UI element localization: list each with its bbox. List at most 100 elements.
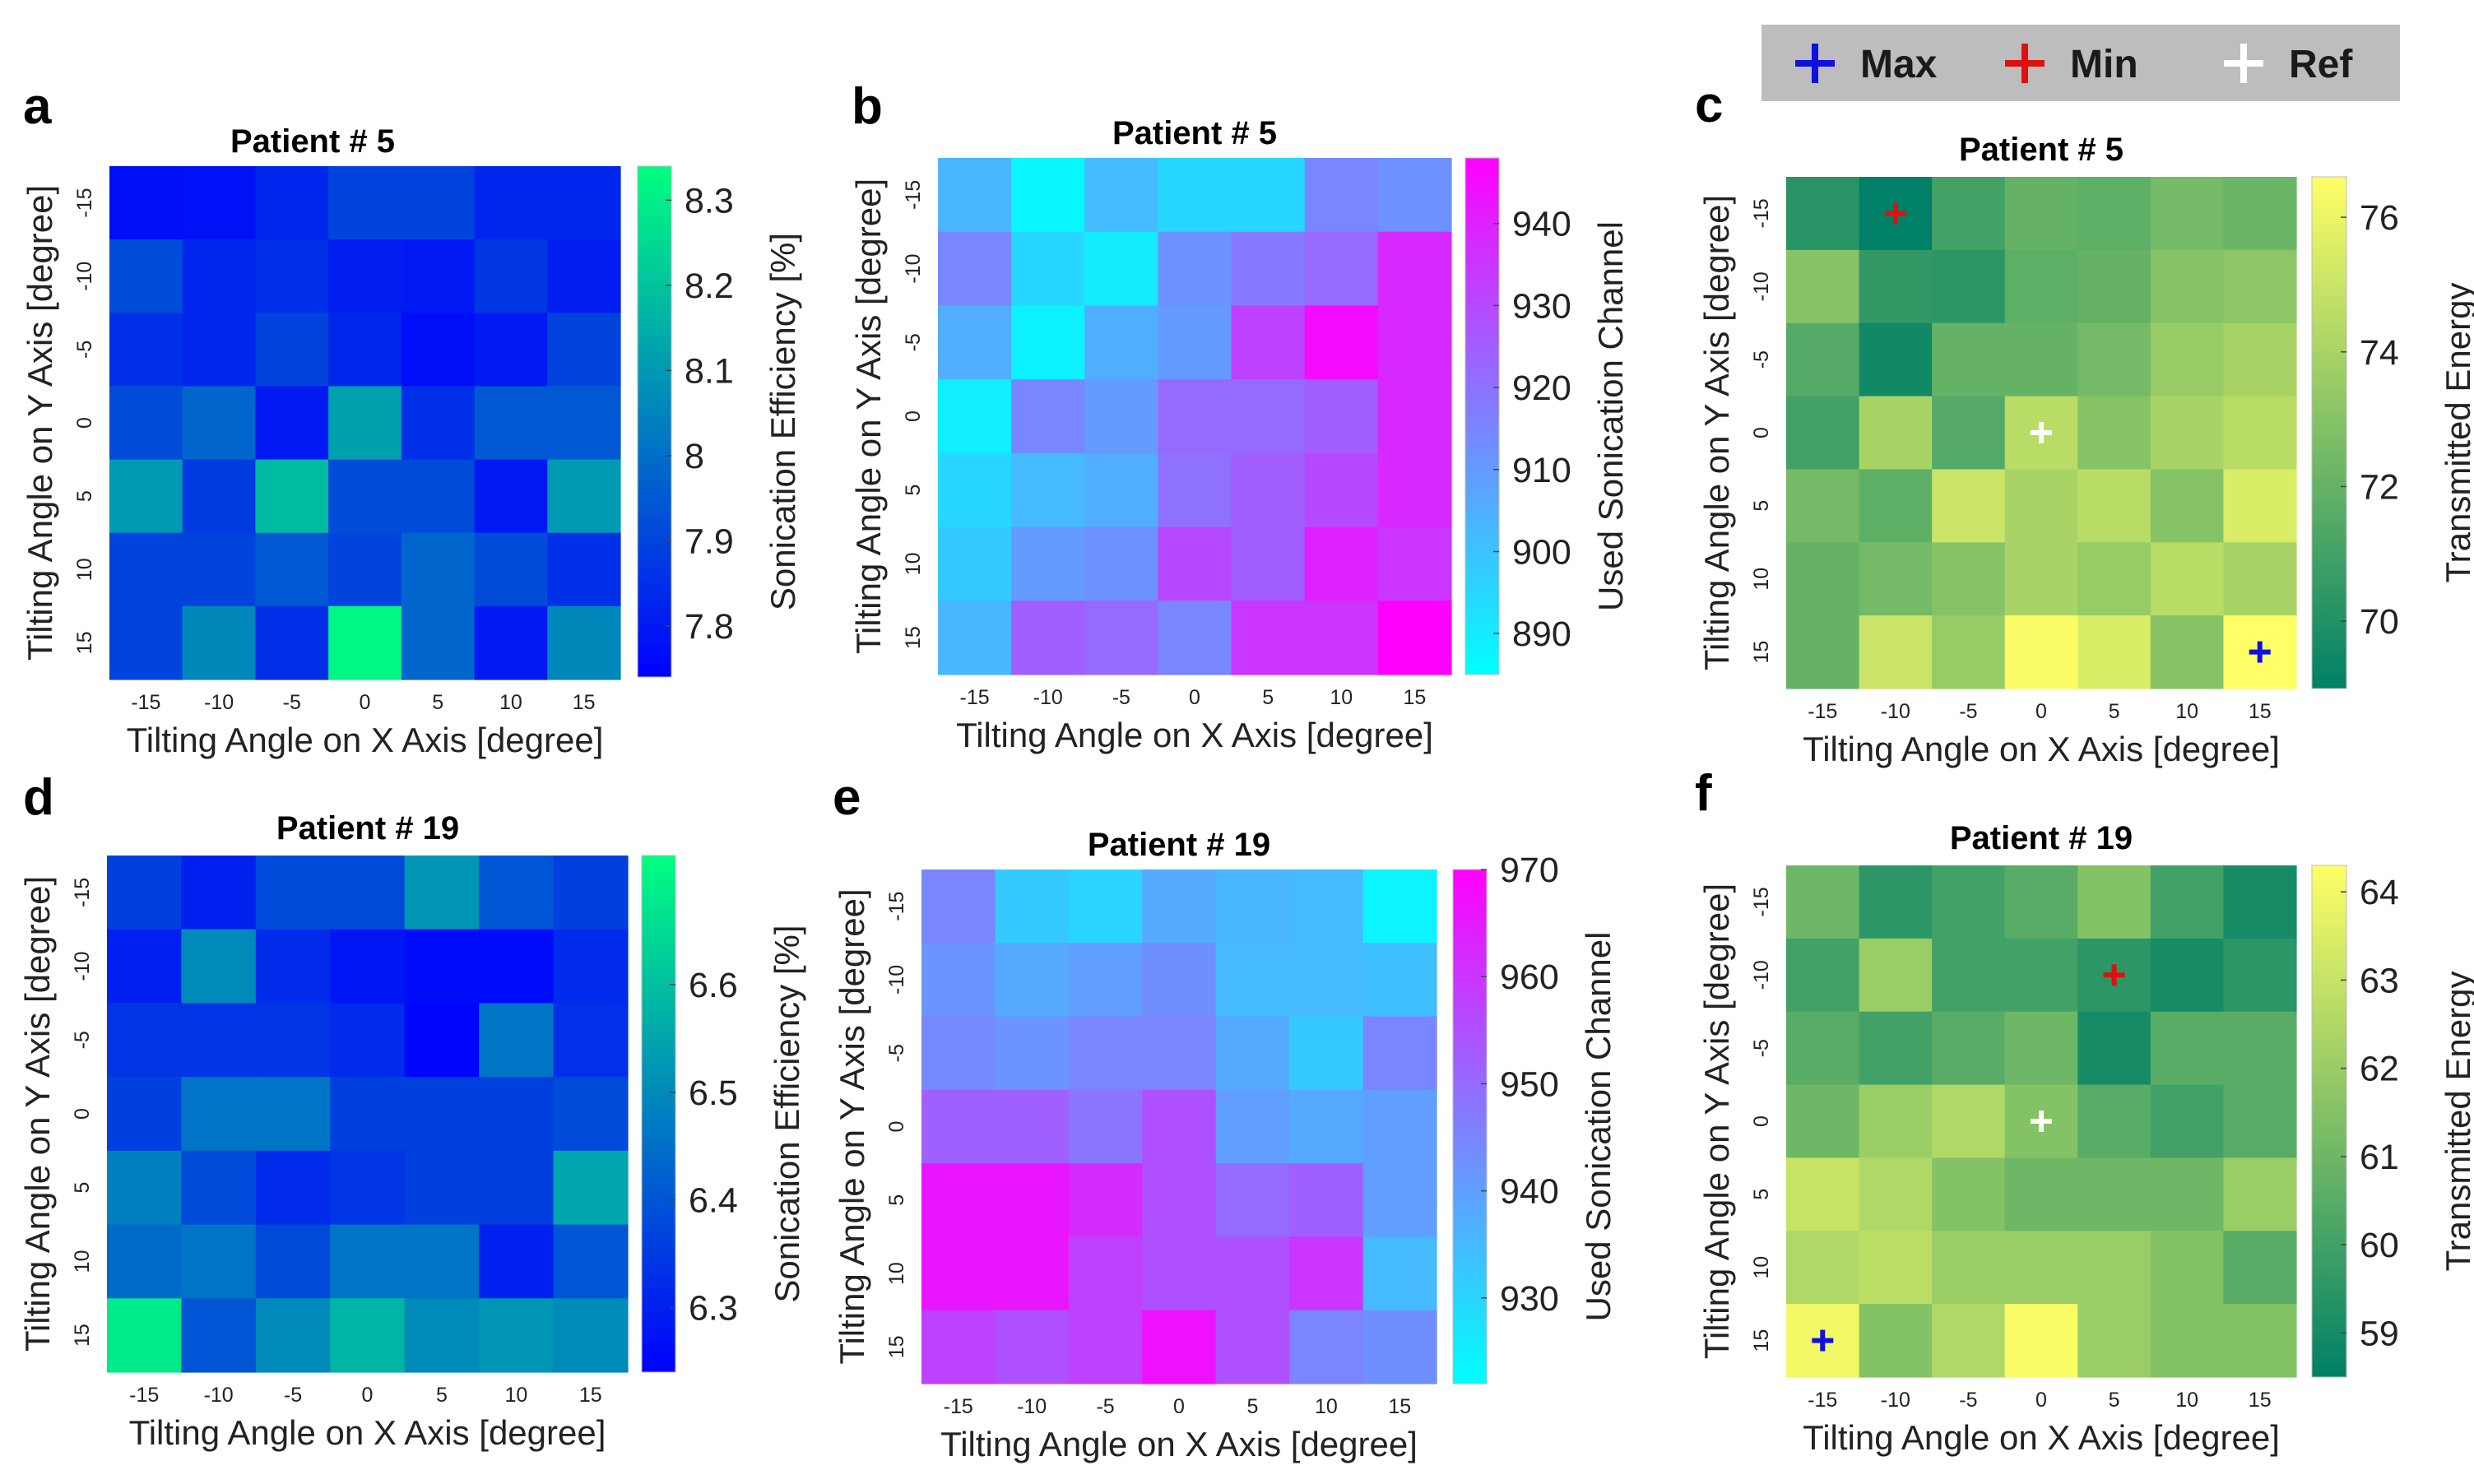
- heatmap-cell: [1068, 1089, 1143, 1164]
- heatmap-cell: [2004, 865, 2078, 939]
- y-tick-label: 15: [71, 1324, 94, 1347]
- heatmap-cell: [1304, 305, 1379, 380]
- x-tick-label: 15: [1404, 686, 1427, 709]
- chart-title: Patient # 5: [1112, 115, 1277, 151]
- heatmap-cell: [1142, 1310, 1217, 1384]
- heatmap-cell: [1859, 396, 1933, 471]
- y-tick-label: 0: [71, 1108, 94, 1120]
- heatmap-cell: [474, 239, 548, 313]
- heatmap-cell: [553, 929, 629, 1004]
- legend-box: [1762, 25, 2400, 101]
- heatmap-cell: [921, 1163, 996, 1238]
- y-tick-label: 0: [73, 417, 96, 429]
- heatmap-cell: [1304, 379, 1379, 454]
- heatmap-cell: [2077, 177, 2151, 251]
- y-tick-label: -10: [1750, 271, 1773, 301]
- heatmap-cell: [404, 1150, 480, 1226]
- heatmap-cell: [1084, 379, 1159, 454]
- heatmap-cell: [995, 1310, 1070, 1384]
- heatmap-cell: [1068, 943, 1143, 1018]
- colorbar-label: Sonication Efficiency [%]: [764, 233, 802, 610]
- heatmap-cell: [1377, 526, 1452, 601]
- heatmap-cell: [479, 1003, 555, 1078]
- heatmap-cell: [1215, 1310, 1290, 1384]
- heatmap-cell: [328, 166, 402, 240]
- x-tick-label: -15: [131, 691, 160, 714]
- colorbar-tick-label: 900: [1512, 532, 1571, 572]
- y-tick-label: 0: [1750, 1115, 1773, 1127]
- heatmap-cell: [2004, 249, 2078, 324]
- heatmap-cell: [181, 1224, 257, 1299]
- heatmap-cell: [404, 1077, 480, 1152]
- heatmap-cell: [1084, 601, 1159, 675]
- heatmap-cell: [921, 943, 996, 1018]
- heatmap-cell: [2223, 322, 2297, 397]
- heatmap-cell: [255, 1298, 331, 1373]
- heatmap-cell: [1011, 601, 1085, 675]
- y-tick-label: 5: [71, 1182, 94, 1194]
- heatmap-cell: [1304, 158, 1379, 233]
- heatmap-cell: [109, 459, 183, 534]
- x-tick-label: 0: [2035, 1389, 2047, 1412]
- heatmap-cell: [2077, 865, 2151, 939]
- heatmap-cells: [1786, 865, 2297, 1378]
- heatmap-cell: [547, 313, 621, 387]
- heatmap-cell: [1289, 1089, 1364, 1164]
- colorbar-tick-label: 920: [1512, 369, 1571, 408]
- heatmap-cell: [1011, 305, 1085, 380]
- heatmap-cell: [107, 1224, 183, 1299]
- heatmap-cell: [2004, 938, 2078, 1013]
- heatmap-cell: [479, 1150, 555, 1226]
- x-tick-label: 15: [2249, 700, 2272, 723]
- colorbar-tick-label: 63: [2360, 961, 2399, 1000]
- heatmap-cell: [2004, 322, 2078, 397]
- heatmap-cell: [255, 1150, 331, 1226]
- heatmap-cell: [1932, 1084, 2006, 1159]
- heatmap-cell: [1377, 452, 1452, 528]
- heatmap-cell: [1304, 526, 1379, 601]
- heatmap-cell: [401, 386, 476, 461]
- marker-max: [1812, 1329, 1834, 1352]
- heatmap-cell: [1859, 1084, 1933, 1159]
- x-tick-label: 10: [1330, 686, 1353, 709]
- heatmap-cell: [547, 459, 621, 534]
- colorbar-tick-label: 70: [2360, 602, 2399, 642]
- heatmap-cell: [553, 1150, 629, 1226]
- heatmap-cell: [1377, 601, 1452, 675]
- heatmap-cell: [1158, 601, 1232, 675]
- heatmap-cell: [1786, 322, 1860, 397]
- colorbar-tick-label: 76: [2360, 198, 2399, 238]
- y-tick-label: -10: [885, 965, 908, 995]
- x-tick-label: 0: [360, 691, 371, 714]
- heatmap-cell: [1011, 158, 1085, 233]
- y-axis-label: Tilting Angle on Y Axis [degree]: [1697, 883, 1736, 1359]
- heatmap-cell: [1377, 231, 1452, 307]
- heatmap-cell: [1362, 1310, 1437, 1384]
- heatmap-cells: [109, 166, 621, 680]
- y-tick-label: 15: [73, 632, 96, 655]
- heatmap-cell: [2223, 1084, 2297, 1159]
- heatmap-cell: [2223, 1231, 2297, 1305]
- heatmap-cell: [1068, 1236, 1143, 1311]
- colorbar: [641, 855, 676, 1373]
- heatmap-cell: [1859, 1304, 1933, 1378]
- heatmap-cell: [2150, 322, 2225, 397]
- heatmap-cell: [404, 1224, 480, 1299]
- chart-title: Patient # 19: [276, 810, 459, 846]
- heatmap-cell: [1377, 305, 1452, 380]
- heatmap-cell: [1859, 615, 1933, 689]
- heatmap-cell: [1142, 1016, 1217, 1091]
- heatmap-cell: [1084, 305, 1159, 380]
- x-tick-label: 15: [1388, 1395, 1411, 1418]
- heatmap-cell: [109, 532, 183, 607]
- x-tick-label: 15: [2249, 1389, 2272, 1412]
- x-tick-label: 5: [436, 1384, 448, 1407]
- heatmap-cell: [1859, 1011, 1933, 1086]
- heatmap-cell: [1068, 1310, 1143, 1384]
- heatmap-cell: [1142, 870, 1217, 944]
- heatmap-cell: [479, 1298, 555, 1373]
- heatmap-cell: [938, 526, 1012, 601]
- legend-item-ref: Ref: [2224, 43, 2353, 86]
- x-tick-label: 0: [362, 1384, 374, 1407]
- y-tick-label: -5: [73, 341, 96, 359]
